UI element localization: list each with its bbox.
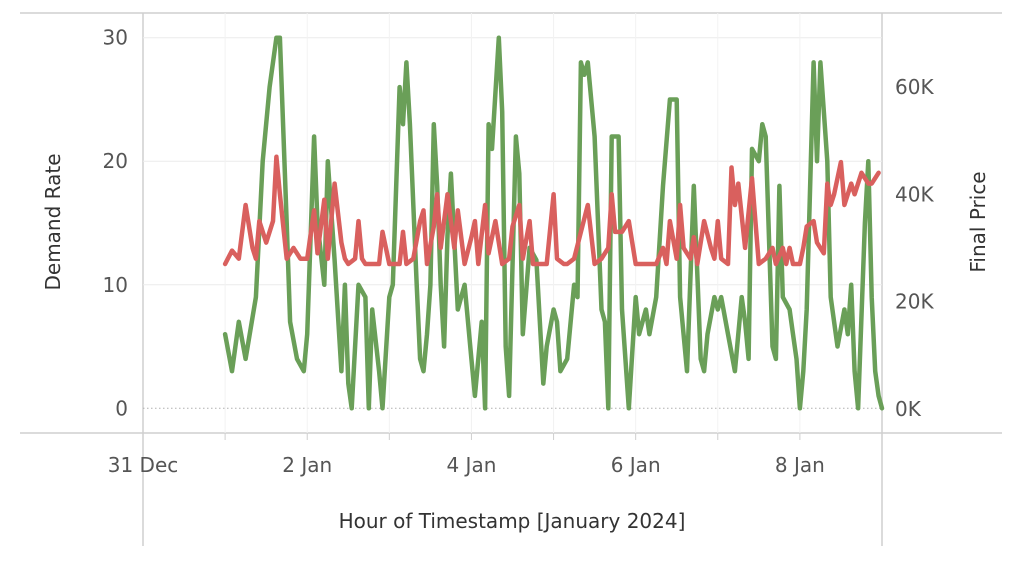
y-left-tick-label: 10 xyxy=(103,273,128,297)
y-axis-title-right: Final Price xyxy=(966,171,990,272)
y-right-tick-label: 0K xyxy=(895,397,922,421)
x-tick-label: 2 Jan xyxy=(282,453,332,477)
x-tick-label: 31 Dec xyxy=(108,453,179,477)
y-axis-title-left: Demand Rate xyxy=(41,153,65,290)
final-price-line xyxy=(222,154,881,267)
y-right-tick-label: 20K xyxy=(895,290,934,314)
x-axis-title: Hour of Timestamp [January 2024] xyxy=(339,509,686,533)
y-right-tick-label: 60K xyxy=(895,75,934,99)
x-tick-label: 6 Jan xyxy=(611,453,661,477)
tick-labels: 0 10 20 30 0K 20K 40K 60K 31 Dec 2 Jan 4 Jan 6 Jan 8… xyxy=(103,26,935,477)
y-left-tick-label: 20 xyxy=(103,149,128,173)
y-left-tick-label: 0 xyxy=(115,396,128,420)
y-left-tick-label: 30 xyxy=(103,26,128,50)
x-tick-label: 8 Jan xyxy=(775,453,825,477)
series-layer xyxy=(222,35,885,411)
y-right-tick-label: 40K xyxy=(895,182,934,206)
x-tick-label: 4 Jan xyxy=(446,453,496,477)
demand-rate-line xyxy=(222,35,885,411)
